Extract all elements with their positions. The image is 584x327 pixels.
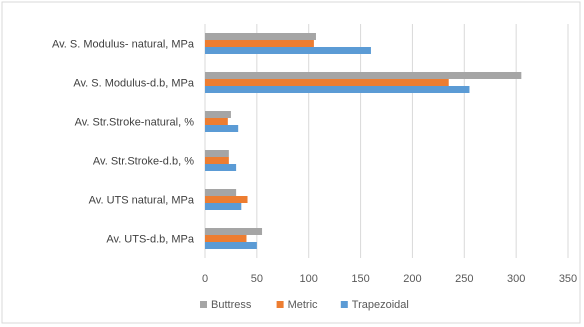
x-axis-ticks: 0 50 100 150 200 250 300 350 <box>202 273 577 285</box>
bar-buttress <box>205 150 229 157</box>
x-tick-label: 0 <box>202 273 208 285</box>
bar-trapezoidal <box>205 164 237 171</box>
legend-label-metric: Metric <box>288 299 318 311</box>
bar-trapezoidal <box>205 125 239 132</box>
bars <box>205 33 522 249</box>
legend-label-trapezoidal: Trapezoidal <box>352 299 409 311</box>
bar-buttress <box>205 189 237 196</box>
category-label: Av. Str.Stroke-d.b, % <box>93 156 194 168</box>
bar-trapezoidal <box>205 242 257 249</box>
legend-label-buttress: Buttress <box>211 299 252 311</box>
category-labels: Av. S. Modulus- natural, MPa Av. S. Modul… <box>52 39 195 246</box>
legend: Buttress Metric Trapezoidal <box>200 299 409 311</box>
bar-buttress <box>205 72 522 79</box>
x-tick-label: 250 <box>455 273 473 285</box>
category-label: Av. S. Modulus- natural, MPa <box>52 39 195 51</box>
x-tick-label: 150 <box>351 273 369 285</box>
x-tick-label: 350 <box>559 273 577 285</box>
bar-metric <box>205 79 449 86</box>
category-label: Av. UTS-d.b, MPa <box>106 234 195 246</box>
bar-metric <box>205 40 314 47</box>
bar-buttress <box>205 228 263 235</box>
bar-buttress <box>205 111 231 118</box>
gridlines <box>204 24 569 258</box>
bar-trapezoidal <box>205 47 371 54</box>
bar-trapezoidal <box>205 86 470 93</box>
legend-swatch-metric <box>276 301 284 308</box>
category-label: Av. UTS natural, MPa <box>89 195 195 207</box>
category-label: Av. Str.Stroke-natural, % <box>75 117 195 129</box>
legend-swatch-buttress <box>200 301 207 308</box>
bar-metric <box>205 157 229 164</box>
category-label: Av. S. Modulus-d.b, MPa <box>73 78 195 90</box>
x-tick-label: 50 <box>251 273 263 285</box>
x-tick-label: 200 <box>403 273 421 285</box>
bar-metric <box>205 235 247 242</box>
bar-metric <box>205 196 248 203</box>
legend-swatch-trapezoidal <box>340 301 348 308</box>
bar-metric <box>205 118 228 125</box>
bar-buttress <box>205 33 316 40</box>
x-tick-label: 300 <box>507 273 525 285</box>
bar-trapezoidal <box>205 203 242 210</box>
x-tick-label: 100 <box>300 273 318 285</box>
